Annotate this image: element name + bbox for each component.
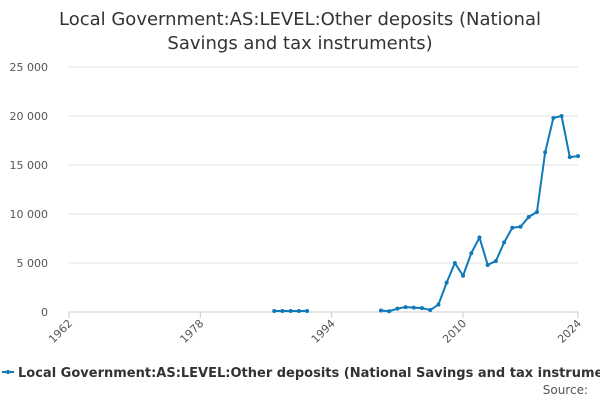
data-point (452, 261, 457, 265)
legend-label: Local Government:AS:LEVEL:Other deposits… (18, 366, 600, 381)
data-point (485, 262, 490, 267)
data-point (428, 308, 433, 313)
data-point (518, 224, 523, 229)
data-point (305, 309, 310, 314)
data-point (387, 309, 392, 314)
y-tick-label: 0 (41, 306, 48, 319)
data-point (280, 309, 285, 314)
y-tick-label: 25 000 (10, 61, 49, 74)
data-point (559, 114, 564, 118)
y-tick-label: 10 000 (10, 208, 49, 221)
data-point (411, 305, 416, 310)
y-tick-label: 20 000 (10, 110, 49, 123)
x-tick-label: 1962 (46, 317, 75, 346)
data-point (469, 251, 474, 256)
x-tick-label: 1994 (309, 317, 338, 346)
data-point (551, 115, 556, 120)
data-point (378, 308, 383, 313)
data-point (296, 309, 301, 314)
data-point (502, 240, 507, 245)
data-point (543, 150, 548, 155)
data-point (576, 154, 580, 159)
data-point (477, 235, 482, 240)
legend-symbol-dot (6, 370, 10, 374)
data-point (510, 225, 515, 230)
data-point (493, 259, 498, 264)
y-tick-label: 5 000 (17, 257, 49, 270)
y-tick-label: 15 000 (10, 159, 49, 172)
data-point (420, 306, 425, 311)
data-point (288, 309, 293, 314)
chart-title: Local Government:AS:LEVEL:Other deposits… (58, 9, 541, 54)
source: Source: (543, 383, 588, 397)
data-point (272, 309, 277, 314)
data-point (534, 210, 539, 215)
data-point (461, 273, 466, 278)
x-tick-label: 2024 (555, 317, 584, 346)
data-point (567, 155, 572, 160)
data-point (395, 306, 400, 311)
data-point (526, 214, 531, 219)
x-tick-label: 1978 (177, 317, 206, 346)
x-tick-label: 2010 (440, 317, 469, 346)
data-point (436, 302, 441, 307)
data-point (403, 305, 408, 310)
data-point (444, 280, 449, 285)
